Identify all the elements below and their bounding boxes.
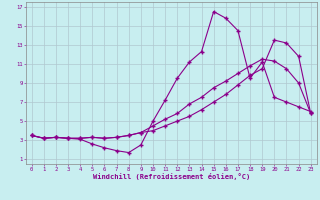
X-axis label: Windchill (Refroidissement éolien,°C): Windchill (Refroidissement éolien,°C) — [92, 173, 250, 180]
